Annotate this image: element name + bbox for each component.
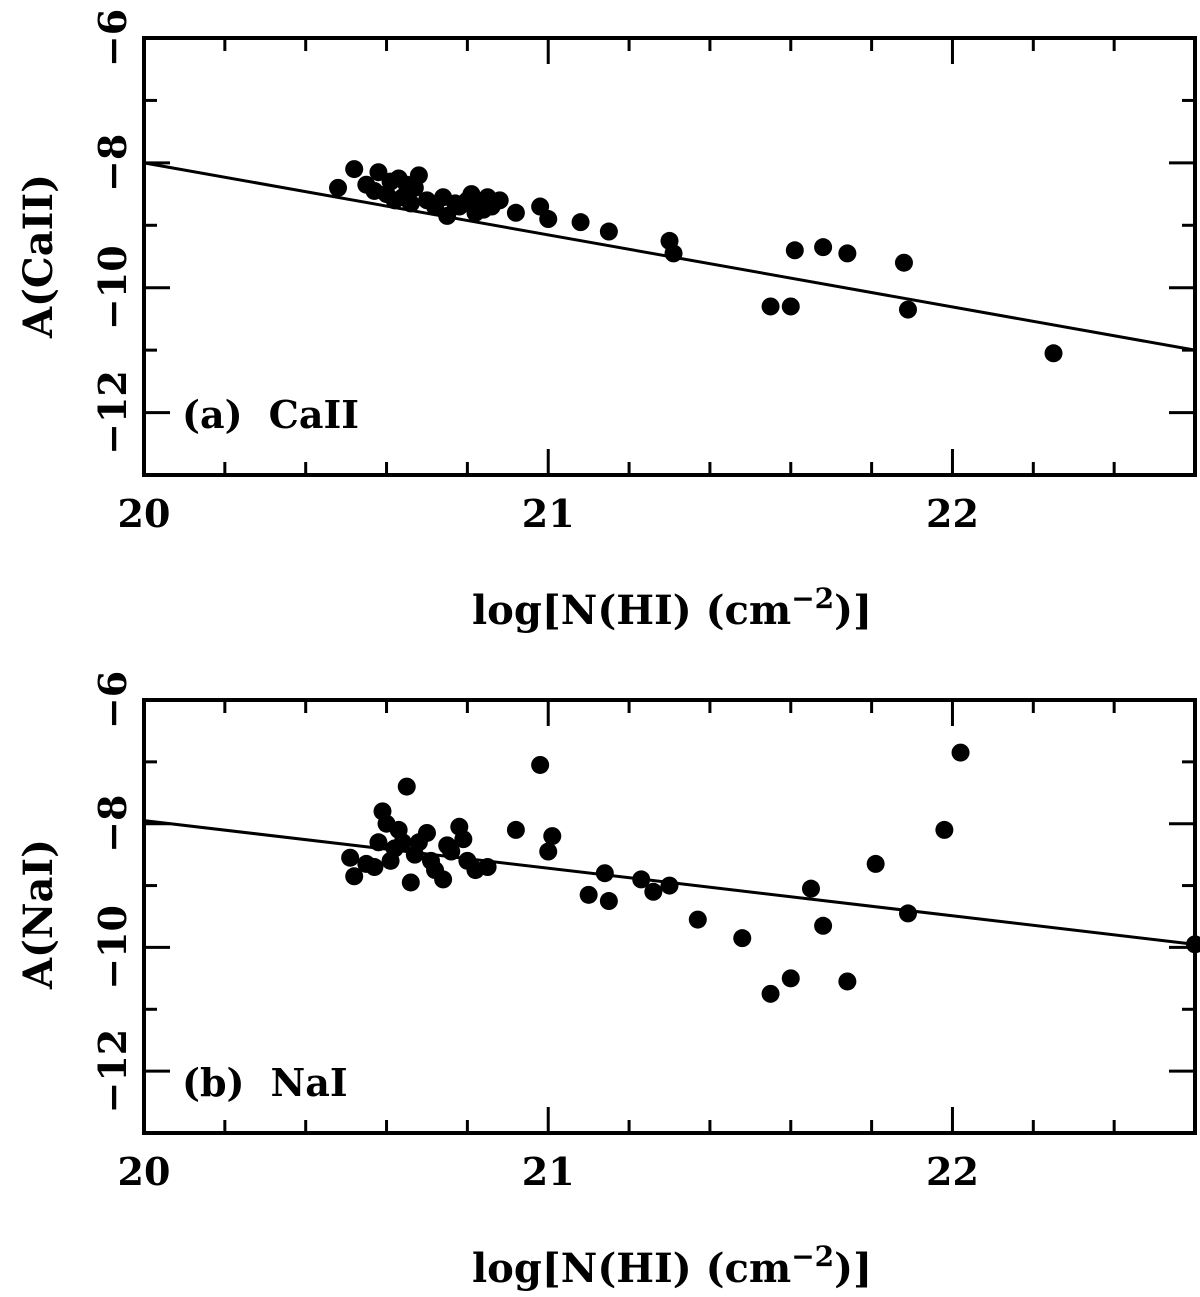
data-point (599, 222, 618, 241)
data-point (454, 830, 473, 849)
data-point (369, 833, 388, 852)
x-tick-label: 20 (118, 1149, 171, 1194)
x-tick-label: 22 (926, 491, 979, 536)
data-point (814, 238, 833, 257)
data-point (761, 984, 780, 1003)
data-point (644, 882, 663, 901)
x-tick-labels: 20 21 22 (118, 1149, 979, 1194)
data-point (401, 873, 420, 892)
data-point (539, 210, 558, 229)
x-tick-label: 21 (522, 491, 575, 536)
y-axis-title: A(CaII) (15, 174, 62, 339)
y-tick-label: −6 (90, 671, 135, 729)
data-point (1044, 344, 1063, 363)
data-point (341, 848, 360, 867)
data-point (688, 910, 707, 929)
x-axis-title: log[N(HI) (cm−2)] (472, 582, 872, 634)
y-tick-label: −10 (90, 245, 135, 330)
data-point (599, 892, 618, 911)
panel-a: 20 21 22 −6 −8 −10 −12 (a) CaII A(CaII) log[N(… (15, 9, 1197, 634)
data-point (434, 870, 453, 889)
data-point (898, 904, 917, 923)
panel-label: (b) NaI (182, 1060, 348, 1105)
data-point (571, 213, 590, 232)
data-point (401, 194, 420, 213)
data-point (894, 253, 913, 272)
data-point (579, 885, 598, 904)
data-point (866, 854, 885, 873)
data-point (490, 191, 509, 210)
y-tick-labels: −6 −8 −10 −12 (90, 9, 135, 455)
data-point (781, 297, 800, 316)
y-tick-label: −6 (90, 9, 135, 67)
x-tick-label: 21 (522, 1149, 575, 1194)
data-point (814, 916, 833, 935)
data-point (531, 755, 550, 774)
tick-marks (142, 36, 1197, 477)
data-point (935, 820, 954, 839)
x-tick-label: 20 (118, 491, 171, 536)
data-point (733, 929, 752, 948)
panel-b: 20 21 22 −6 −8 −10 −12 (b) NaI A(NaI) log[N(HI… (15, 671, 1200, 1292)
data-point (1186, 935, 1200, 954)
data-point (345, 160, 364, 179)
data-point (785, 241, 804, 260)
tick-marks (142, 698, 1197, 1135)
data-point (838, 244, 857, 263)
data-point (595, 864, 614, 883)
y-axis-title: A(NaI) (15, 839, 62, 990)
data-point (506, 820, 525, 839)
data-point (543, 827, 562, 846)
y-tick-label: −12 (90, 1029, 135, 1114)
data-point (506, 203, 525, 222)
y-tick-labels: −6 −8 −10 −12 (90, 671, 135, 1114)
data-point (478, 858, 497, 877)
data-point (365, 858, 384, 877)
data-point (951, 743, 970, 762)
plot-frame (142, 36, 1197, 477)
points-layer (329, 160, 1063, 363)
data-point (632, 870, 651, 889)
data-point (393, 833, 412, 852)
data-point (664, 244, 683, 263)
data-point (345, 867, 364, 886)
y-tick-label: −8 (90, 134, 135, 192)
x-tick-labels: 20 21 22 (118, 491, 979, 536)
y-tick-label: −8 (90, 795, 135, 853)
data-point (369, 163, 388, 182)
data-point (409, 166, 428, 185)
data-point (329, 178, 348, 197)
y-tick-label: −12 (90, 370, 135, 455)
panel-label: (a) CaII (182, 392, 359, 437)
plot-frame (142, 698, 1197, 1135)
data-point (761, 297, 780, 316)
data-point (417, 823, 436, 842)
data-point (838, 972, 857, 991)
data-point (397, 777, 416, 796)
y-tick-label: −10 (90, 905, 135, 990)
data-point (801, 879, 820, 898)
data-point (539, 842, 558, 861)
points-layer (341, 743, 1200, 1003)
data-point (898, 300, 917, 319)
x-tick-label: 22 (926, 1149, 979, 1194)
data-point (660, 876, 679, 895)
data-point (781, 969, 800, 988)
data-point (442, 842, 461, 861)
x-axis-title: log[N(HI) (cm−2)] (472, 1240, 872, 1292)
